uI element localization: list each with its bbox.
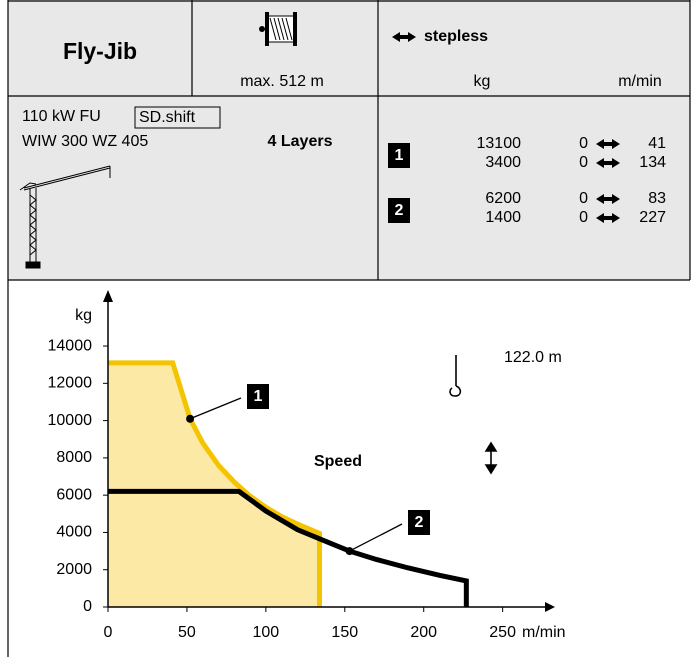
load: 3400 [485,154,521,171]
mode: SD.shift [139,109,196,126]
area-fill [108,362,320,607]
speed-from: 0 [579,135,588,152]
speed-from: 0 [579,154,588,171]
series-label: 1 [254,388,263,405]
label-point [186,414,195,423]
stepless: stepless [424,28,488,45]
spec-background [8,0,690,280]
leader-line [349,523,403,552]
speed-to: 41 [648,135,666,152]
gear-badge [388,143,410,168]
y-tick-label: 6000 [56,486,92,503]
load: 6200 [485,190,521,207]
max-length: max. 512 m [240,73,324,90]
label-point [345,547,354,556]
gear-label: 2 [395,202,404,219]
mode-box [134,106,221,129]
unit-speed: m/min [618,73,662,90]
winch-icon [259,12,297,46]
speed-to: 134 [639,154,666,171]
motor: 110 kW FU [22,108,101,125]
chart: 0 2000 4000 6000 8000 10000 12000 14000 0 50 100 15… [48,290,566,641]
curve [108,360,323,607]
x-axis-label: m/min [522,624,566,641]
leader-line [189,397,242,420]
series-badge [247,384,269,409]
y-tick-label: 14000 [48,337,93,354]
load: 1400 [485,209,521,226]
y-tick-label: 10000 [48,412,93,429]
x-tick-label: 50 [178,624,196,641]
speed-from: 0 [579,190,588,207]
series-label: 2 [415,514,424,531]
x-tick-label: 200 [410,624,437,641]
crane-icon [19,165,111,269]
winch: WIW 300 WZ 405 [22,133,148,150]
y-axis-label: kg [75,307,92,324]
series-badge [408,510,430,535]
x-tick-label: 150 [331,624,358,641]
y-tick-label: 4000 [56,524,92,541]
gear-badge [388,198,410,223]
annotation: 122.0 m [504,349,562,366]
y-tick-label: 0 [83,598,92,615]
y-tick-label: 12000 [48,375,93,392]
hook-icon [449,355,498,475]
x-axis-arrow [545,602,555,612]
annotation: Speed [314,453,362,470]
layers: 4 Layers [268,133,333,150]
load: 13100 [477,135,522,152]
gear-label: 1 [395,147,404,164]
y-axis-arrow [103,290,113,302]
y-tick-label: 2000 [56,561,92,578]
title: Fly-Jib [63,38,137,64]
y-tick-label: 8000 [56,449,92,466]
unit-load: kg [474,73,491,90]
speed-to: 227 [639,209,666,226]
x-tick-label: 250 [489,624,516,641]
table-lines [7,0,691,657]
x-tick-label: 100 [253,624,280,641]
speed-to: 83 [648,190,666,207]
x-tick-label: 0 [104,624,113,641]
gear-table: 1 13100 0 41 3400 0 134 2 6200 0 83 1400 0 227 [388,135,666,226]
speed-from: 0 [579,209,588,226]
